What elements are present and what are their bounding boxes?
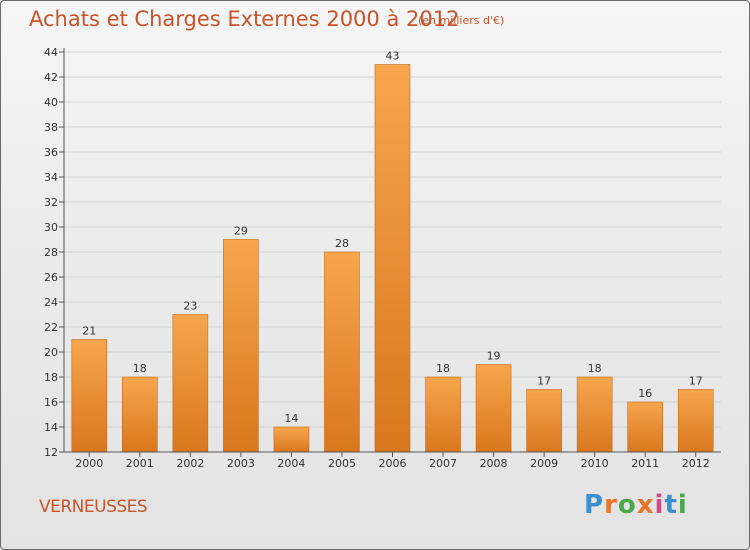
bar-value-label: 28 — [335, 237, 349, 250]
bar — [475, 364, 512, 453]
y-tick-label: 44 — [44, 46, 58, 59]
x-tick-label: 2000 — [75, 457, 103, 470]
bar — [172, 314, 209, 453]
x-tick-label: 2012 — [682, 457, 710, 470]
y-tick-label: 32 — [44, 196, 58, 209]
y-tick-label: 28 — [44, 246, 58, 259]
logo-letter: i — [654, 490, 665, 520]
y-tick-label: 26 — [44, 271, 58, 284]
chart-title: Achats et Charges Externes 2000 à 2012 — [29, 7, 460, 31]
bar-value-label: 16 — [638, 387, 652, 400]
chart-subtitle: (en milliers d'€) — [418, 14, 505, 27]
bar — [526, 389, 562, 453]
x-tick-label: 2011 — [631, 457, 659, 470]
logo-letter: o — [617, 490, 637, 520]
y-tick-label: 16 — [44, 396, 58, 409]
y-tick-label: 24 — [44, 296, 58, 309]
y-tick-label: 18 — [44, 371, 58, 384]
bar-value-label: 17 — [689, 375, 703, 388]
x-tick-label: 2009 — [530, 457, 558, 470]
bar-value-label: 43 — [386, 50, 400, 63]
bar — [223, 239, 259, 453]
town-name: VERNEUSSES — [39, 497, 148, 517]
x-tick-label: 2001 — [126, 457, 154, 470]
bar-value-label: 17 — [537, 375, 551, 388]
x-tick-label: 2006 — [379, 457, 407, 470]
bar — [677, 389, 714, 453]
logo-letter: i — [677, 490, 688, 520]
bar-value-label: 18 — [133, 362, 147, 375]
bar-value-label: 18 — [588, 362, 602, 375]
y-tick-label: 30 — [44, 221, 58, 234]
y-tick-label: 14 — [44, 421, 58, 434]
bar-value-label: 29 — [234, 225, 248, 238]
y-tick-label: 22 — [44, 321, 58, 334]
logo-letter: x — [636, 490, 655, 520]
x-tick-label: 2004 — [277, 457, 305, 470]
logo-letter: r — [604, 490, 618, 520]
y-tick-label: 40 — [44, 96, 58, 109]
bar-value-label: 19 — [487, 350, 501, 363]
bar-value-label: 21 — [82, 325, 96, 338]
proxiti-logo[interactable]: Proxiti — [584, 490, 688, 520]
bar — [324, 251, 360, 453]
bar — [576, 376, 613, 453]
x-tick-label: 2003 — [227, 457, 255, 470]
x-tick-label: 2008 — [480, 457, 508, 470]
bar — [71, 339, 108, 453]
bar — [425, 376, 461, 453]
y-tick-label: 38 — [44, 121, 58, 134]
x-tick-label: 2010 — [581, 457, 609, 470]
x-tick-label: 2002 — [176, 457, 204, 470]
y-tick-label: 42 — [44, 71, 58, 84]
y-tick-label: 20 — [44, 346, 58, 359]
y-tick-label: 34 — [44, 171, 58, 184]
bar-value-label: 14 — [284, 412, 298, 425]
y-tick-label: 12 — [44, 446, 58, 459]
logo-letter: P — [584, 490, 605, 520]
bar-value-label: 18 — [436, 362, 450, 375]
y-tick-label: 36 — [44, 146, 58, 159]
logo-letter: t — [664, 490, 678, 520]
bar-value-label: 23 — [183, 300, 197, 313]
bar — [122, 376, 158, 453]
x-tick-label: 2007 — [429, 457, 457, 470]
bar — [273, 426, 310, 453]
x-tick-label: 2005 — [328, 457, 356, 470]
bar — [374, 64, 411, 453]
bar — [627, 401, 663, 453]
